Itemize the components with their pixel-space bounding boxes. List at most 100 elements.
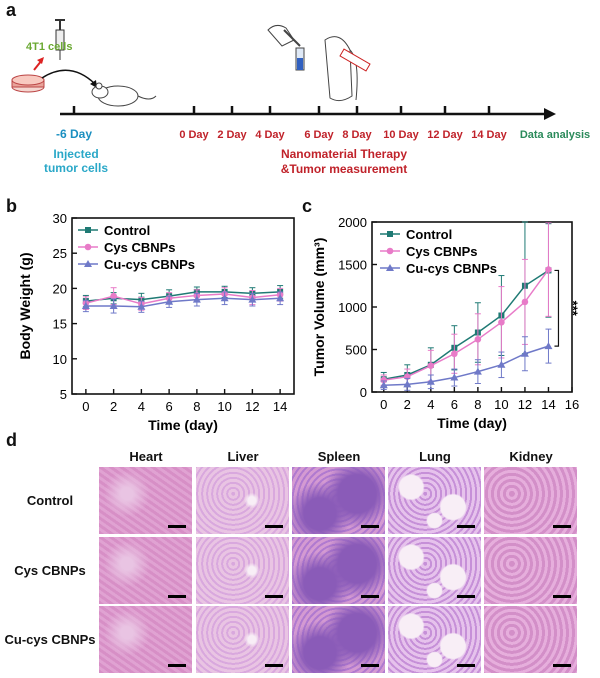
start-caption-1: Injected xyxy=(53,147,98,161)
day-label: 0 Day xyxy=(179,129,209,141)
scale-bar xyxy=(457,595,475,598)
scale-bar xyxy=(553,664,571,667)
data-point xyxy=(109,302,118,309)
column-header: Kidney xyxy=(509,449,553,464)
row-header: Control xyxy=(26,492,74,508)
scale-bar xyxy=(361,664,379,667)
y-tick-label: 15 xyxy=(53,317,67,332)
y-tick-label: 0 xyxy=(360,385,367,400)
x-tick-label: 4 xyxy=(138,399,145,414)
row-header: Cu-cys CBNPs xyxy=(4,631,96,647)
data-point xyxy=(473,367,482,375)
panel-label-c: c xyxy=(302,196,313,216)
x-tick-label: 16 xyxy=(565,397,579,412)
data-point xyxy=(380,376,388,384)
scale-bar xyxy=(168,525,186,528)
panel-label-d: d xyxy=(6,430,17,450)
data-point xyxy=(165,297,174,305)
panel-label-a: a xyxy=(6,0,17,20)
day-label: 14 Day xyxy=(471,129,507,141)
histology-image xyxy=(484,537,577,604)
series-line xyxy=(85,297,281,308)
legend-label: Cu-cys CBNPs xyxy=(104,257,195,272)
column-header: Lung xyxy=(419,449,451,464)
histology-image xyxy=(196,606,289,673)
data-point xyxy=(520,349,529,357)
day-label: 4 Day xyxy=(255,129,285,141)
y-tick-label: 500 xyxy=(345,343,367,358)
legend-label: Control xyxy=(104,223,150,238)
significance-label: *** xyxy=(565,301,580,317)
end-label: Data analysis xyxy=(520,129,590,141)
histology-image xyxy=(388,537,481,604)
data-point xyxy=(426,377,435,385)
scale-bar xyxy=(168,664,186,667)
series-line xyxy=(85,291,281,302)
data-point xyxy=(248,295,257,303)
legend-label: Control xyxy=(406,227,452,242)
data-series xyxy=(380,222,552,386)
histology-image xyxy=(292,467,385,534)
x-tick-label: 2 xyxy=(404,397,411,412)
x-tick-label: 4 xyxy=(427,397,434,412)
panel-label-b: b xyxy=(6,196,17,216)
x-tick-label: 14 xyxy=(541,397,555,412)
data-series xyxy=(81,291,285,314)
histology-image xyxy=(99,606,192,673)
histology-image xyxy=(99,537,192,604)
histology-image xyxy=(388,467,481,534)
syringe-icon xyxy=(55,19,65,60)
tumor-volume-chart: 0 500 1000 1500 2000 0 2 4 6 8 10 12 14 16 Time (day) T… xyxy=(311,215,580,431)
data-point xyxy=(387,231,393,237)
timeline-diagram: 4T1 cells -6 Day Injected tumor cells 0 … xyxy=(11,19,590,176)
day-label: 12 Day xyxy=(427,129,463,141)
x-tick-label: 2 xyxy=(110,399,117,414)
x-axis-label: Time (day) xyxy=(148,417,218,433)
y-axis-label: Body Weight (g) xyxy=(17,252,33,359)
row-header: Cys CBNPs xyxy=(14,562,86,578)
therapy-label-1: Nanomaterial Therapy xyxy=(281,147,407,161)
mouse-icon xyxy=(91,82,157,107)
y-axis-label: Tumor Volume (mm³) xyxy=(311,238,327,377)
histology-image xyxy=(292,537,385,604)
series-line xyxy=(383,269,550,381)
day-label: 6 Day xyxy=(304,129,334,141)
scale-bar xyxy=(553,525,571,528)
start-caption-2: tumor cells xyxy=(44,161,108,175)
x-tick-label: 6 xyxy=(451,397,458,412)
data-point xyxy=(427,362,435,369)
scale-bar xyxy=(361,525,379,528)
plot-frame xyxy=(71,217,295,395)
x-tick-label: 8 xyxy=(193,399,200,414)
day-label: 8 Day xyxy=(342,129,372,141)
column-header: Spleen xyxy=(317,449,361,464)
series-line xyxy=(383,269,549,380)
data-point xyxy=(386,264,394,271)
scale-bar xyxy=(265,595,283,598)
therapy-label-2: &Tumor measurement xyxy=(281,162,407,176)
legend-label: Cys CBNPs xyxy=(406,244,478,259)
start-day-label: -6 Day xyxy=(56,127,92,141)
data-point xyxy=(474,336,482,343)
data-point xyxy=(379,381,388,389)
data-point xyxy=(137,302,146,310)
scale-bar xyxy=(457,525,475,528)
histology-image xyxy=(388,606,481,673)
day-label: 10 Day xyxy=(383,129,419,141)
data-point xyxy=(497,360,506,368)
data-point xyxy=(84,243,92,251)
column-header: Heart xyxy=(129,449,163,464)
x-tick-label: 12 xyxy=(518,397,532,412)
y-tick-label: 10 xyxy=(53,352,67,367)
data-point xyxy=(545,266,552,273)
data-point xyxy=(276,294,285,302)
y-tick-label: 25 xyxy=(53,246,67,261)
x-axis-label: Time (day) xyxy=(437,415,507,431)
scale-bar xyxy=(361,595,379,598)
data-point xyxy=(85,227,91,233)
data-point xyxy=(110,292,117,300)
data-point xyxy=(192,295,201,303)
scale-bar xyxy=(553,595,571,598)
data-point xyxy=(450,373,459,381)
cells-label: 4T1 cells xyxy=(26,41,72,53)
